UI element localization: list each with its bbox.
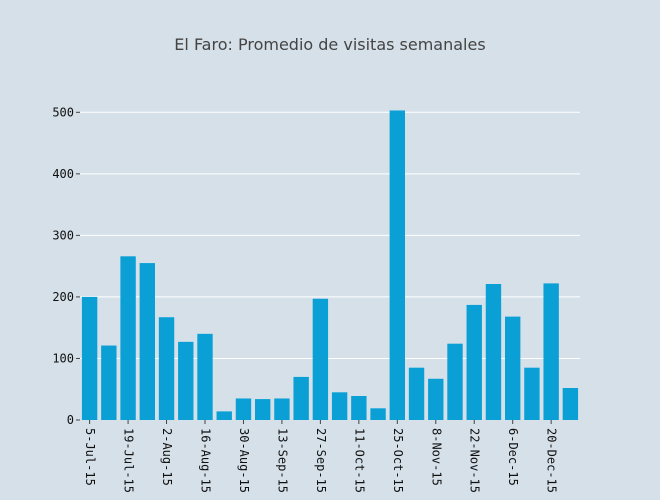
chart-title: El Faro: Promedio de visitas semanales [174, 35, 485, 54]
bar [216, 411, 232, 420]
bar [235, 398, 252, 420]
x-tick-label: 5-Jul-15 [83, 428, 97, 486]
y-tick-label: 400 [52, 167, 74, 181]
x-tick-label: 2-Aug-15 [160, 428, 174, 486]
x-tick-label: 27-Sep-15 [314, 428, 328, 493]
bar [408, 367, 425, 420]
bar [428, 378, 444, 420]
y-tick-label: 0 [67, 413, 74, 427]
x-tick-label: 30-Aug-15 [237, 428, 251, 493]
bar [293, 376, 309, 420]
bar [562, 388, 579, 420]
x-tick-label: 8-Nov-15 [429, 428, 443, 486]
x-axis: 5-Jul-15 19-Jul-15 2-Aug-15 16-Aug-15 30-Aug… [83, 420, 559, 493]
x-tick-label: 19-Jul-15 [122, 428, 136, 493]
y-tick-label: 100 [52, 351, 74, 365]
bar [158, 317, 175, 420]
x-tick-label: 20-Dec-15 [545, 428, 559, 493]
x-tick-label: 22-Nov-15 [468, 428, 482, 493]
bar [331, 392, 348, 420]
bar [312, 298, 329, 420]
y-axis: 0 100 200 300 400 500 [52, 105, 80, 427]
bar [101, 345, 117, 420]
bar [255, 399, 271, 420]
bar [351, 396, 367, 420]
bar [543, 283, 559, 420]
bar [447, 343, 463, 420]
bar [197, 333, 213, 420]
bar [139, 263, 155, 420]
y-tick-label: 200 [52, 290, 74, 304]
y-tick-label: 300 [52, 228, 74, 242]
bar [370, 408, 386, 420]
bar [466, 304, 482, 420]
bar [524, 367, 540, 420]
bar [178, 341, 194, 420]
y-tick-label: 500 [52, 105, 74, 119]
bars [81, 110, 579, 420]
bar [505, 316, 521, 420]
x-tick-label: 13-Sep-15 [275, 428, 289, 493]
bar [120, 256, 136, 420]
x-tick-label: 25-Oct-15 [391, 428, 405, 493]
x-tick-label: 6-Dec-15 [506, 428, 520, 486]
bar [485, 284, 502, 420]
x-tick-label: 16-Aug-15 [199, 428, 213, 493]
bar [274, 398, 290, 420]
bar [81, 296, 98, 420]
x-tick-label: 11-Oct-15 [352, 428, 366, 493]
bar [389, 110, 405, 420]
